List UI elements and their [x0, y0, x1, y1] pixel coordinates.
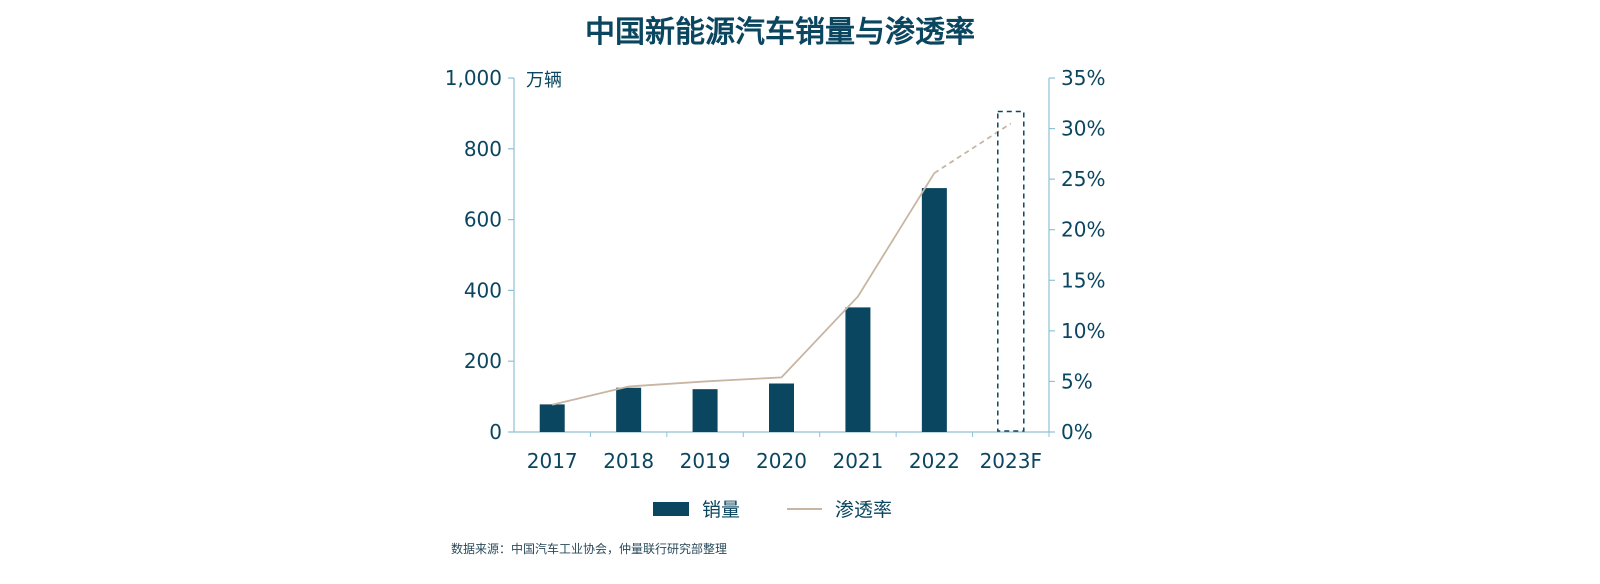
right-axis-tick-label: 30% [1061, 117, 1105, 141]
x-axis-tick-label: 2023F [980, 449, 1042, 473]
legend-bar-label: 销量 [702, 499, 740, 521]
right-axis-tick-label: 5% [1061, 369, 1093, 393]
right-axis-tick-label: 35% [1061, 66, 1105, 90]
right-axis-tick-label: 10% [1061, 319, 1105, 343]
sales-bar [845, 307, 871, 432]
left-axis-tick-label: 400 [464, 278, 502, 302]
x-axis-tick-label: 2017 [527, 449, 578, 473]
legend-line-label: 渗透率 [835, 499, 892, 521]
sales-bar [921, 188, 947, 432]
legend-bar-swatch [653, 502, 689, 516]
x-axis-tick-label: 2020 [756, 449, 807, 473]
x-axis-tick-label: 2022 [909, 449, 960, 473]
sales-bar [692, 389, 718, 432]
left-axis-tick-label: 1,000 [445, 66, 502, 90]
right-axis-tick-label: 15% [1061, 268, 1105, 292]
right-axis-tick-label: 0% [1061, 420, 1093, 444]
forecast-highlight-group [997, 110, 1025, 432]
axes-group: 0 200 400 600 800 1,000 0% 5% 10% 15% 20% 25% 30% 35%… [445, 66, 1106, 473]
source-note: 数据来源：中国汽车工业协会，仲量联行研究部整理 [451, 541, 727, 556]
x-axis-tick-label: 2018 [603, 449, 654, 473]
left-axis-unit-label: 万辆 [526, 70, 562, 91]
penetration-line-forecast [933, 122, 1012, 174]
chart-title: 中国新能源汽车销量与渗透率 [585, 15, 975, 50]
sales-bar [616, 387, 642, 432]
penetration-line-actual [552, 172, 936, 406]
legend: 销量 渗透率 [653, 499, 892, 521]
bars-group [539, 188, 947, 432]
x-axis-tick-label: 2019 [680, 449, 731, 473]
right-axis-tick-label: 25% [1061, 167, 1105, 191]
left-axis-tick-label: 800 [464, 137, 502, 161]
forecast-highlight-box [997, 110, 1025, 432]
sales-bar [769, 383, 794, 432]
left-axis-tick-label: 600 [464, 208, 502, 232]
sales-bar [539, 404, 565, 432]
left-axis-tick-label: 200 [464, 349, 502, 373]
x-axis-tick-label: 2021 [832, 449, 883, 473]
right-axis-tick-label: 20% [1061, 218, 1105, 242]
left-axis-tick-label: 0 [489, 420, 502, 444]
